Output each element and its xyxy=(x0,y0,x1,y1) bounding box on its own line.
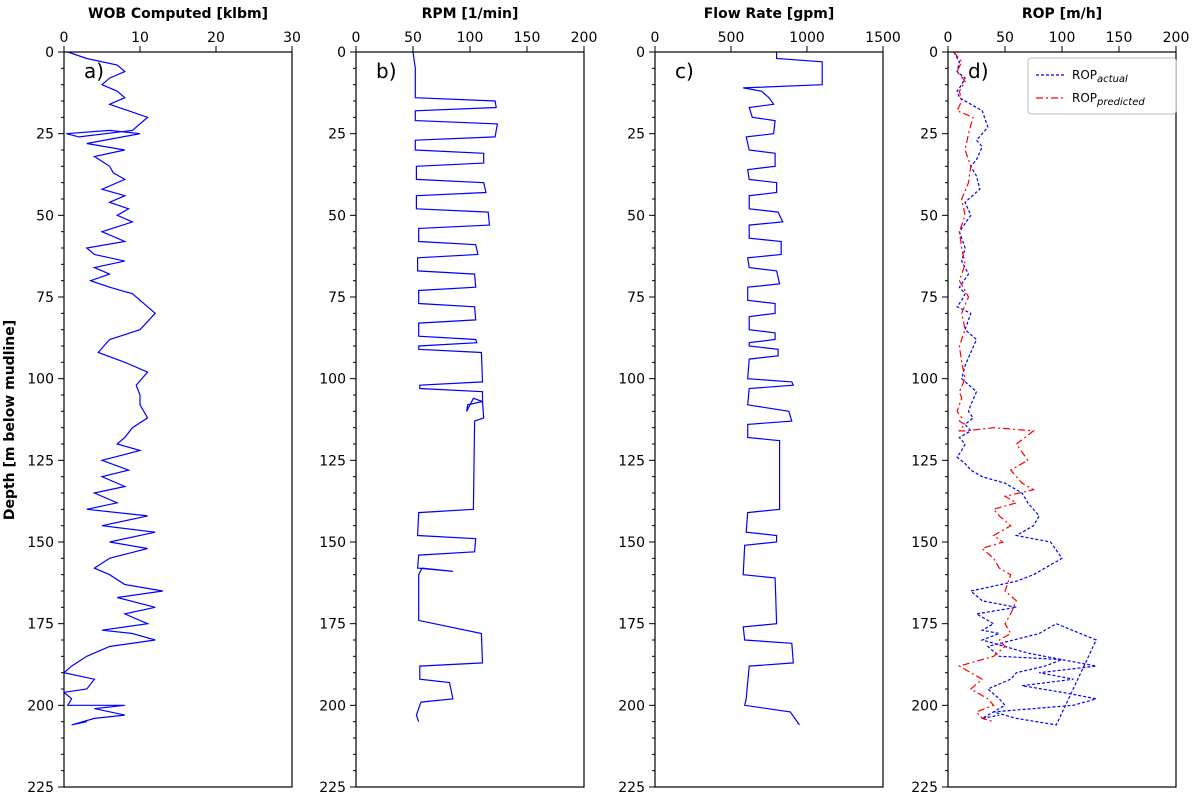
panel-letter: b) xyxy=(376,59,397,83)
panel-letter: c) xyxy=(675,59,694,83)
series-line xyxy=(742,52,823,726)
y-tick-label: 125 xyxy=(911,453,938,469)
chart-panel: WOB Computed [klbm] 0 10 20 30 0 25 50 75 100 125 1… xyxy=(27,6,301,795)
x-tick-label: 50 xyxy=(996,30,1014,46)
plot-frame xyxy=(355,51,585,788)
chart-panel: Flow Rate [gpm] 0 500 1000 1500 0 25 50 75 100 125… xyxy=(618,6,901,795)
y-tick-label: 50 xyxy=(627,208,645,224)
y-tick-label: 125 xyxy=(618,453,645,469)
legend: ROPactual ROPpredicted xyxy=(1027,57,1177,115)
series-line xyxy=(953,52,1036,723)
y-tick-label: 175 xyxy=(618,617,645,633)
chart-panel: ROP [m/h] 0 50 100 150 200 0 25 50 75 100 125 150 175… xyxy=(911,6,1189,795)
panel-letter: d) xyxy=(968,59,989,83)
y-tick-label: 175 xyxy=(911,617,938,633)
y-tick-label: 175 xyxy=(319,617,346,633)
x-tick-label: 200 xyxy=(1163,30,1190,46)
y-tick-label: 0 xyxy=(337,45,346,61)
series-line xyxy=(64,52,163,726)
legend-label: ROPpredicted xyxy=(1072,91,1145,108)
x-tick-label: 0 xyxy=(60,30,69,46)
x-tick-label: 0 xyxy=(651,30,660,46)
x-tick-label: 0 xyxy=(352,30,361,46)
y-tick-label: 75 xyxy=(36,290,54,306)
plot-frame xyxy=(654,51,884,788)
legend-box xyxy=(1027,57,1177,115)
y-tick-label: 100 xyxy=(618,372,645,388)
x-tick-label: 50 xyxy=(404,30,422,46)
y-tick-label: 25 xyxy=(36,127,54,143)
panel-title: ROP [m/h] xyxy=(1022,6,1102,22)
y-tick-label: 175 xyxy=(27,617,54,633)
y-tick-label: 50 xyxy=(36,208,54,224)
y-tick-label: 125 xyxy=(319,453,346,469)
x-tick-label: 150 xyxy=(514,30,541,46)
panel-title: RPM [1/min] xyxy=(422,6,519,22)
y-tick-label: 125 xyxy=(27,453,54,469)
y-tick-label: 225 xyxy=(911,780,938,795)
y-tick-label: 150 xyxy=(319,535,346,551)
y-tick-label: 0 xyxy=(45,45,54,61)
x-tick-label: 30 xyxy=(283,30,301,46)
y-tick-label: 150 xyxy=(911,535,938,551)
x-tick-label: 100 xyxy=(1049,30,1076,46)
y-tick-label: 100 xyxy=(27,372,54,388)
y-tick-label: 75 xyxy=(920,290,938,306)
y-tick-label: 0 xyxy=(929,45,938,61)
series-line xyxy=(412,52,499,722)
x-tick-label: 150 xyxy=(1106,30,1133,46)
panel-title: Flow Rate [gpm] xyxy=(704,6,835,22)
y-tick-label: 25 xyxy=(627,127,645,143)
y-axis-label: Depth [m below mudline] xyxy=(2,320,18,520)
y-tick-label: 200 xyxy=(27,698,54,714)
x-tick-label: 1500 xyxy=(865,30,901,46)
y-tick-label: 200 xyxy=(618,698,645,714)
x-tick-label: 0 xyxy=(944,30,953,46)
x-tick-label: 1000 xyxy=(789,30,825,46)
y-tick-label: 75 xyxy=(627,290,645,306)
y-tick-label: 200 xyxy=(319,698,346,714)
y-tick-label: 25 xyxy=(920,127,938,143)
panel-title: WOB Computed [klbm] xyxy=(88,6,268,22)
x-tick-label: 10 xyxy=(131,30,149,46)
y-tick-label: 150 xyxy=(27,535,54,551)
y-tick-label: 50 xyxy=(328,208,346,224)
plot-frame xyxy=(947,51,1177,788)
y-tick-label: 25 xyxy=(328,127,346,143)
y-tick-label: 100 xyxy=(319,372,346,388)
y-tick-label: 225 xyxy=(27,780,54,795)
y-tick-label: 100 xyxy=(911,372,938,388)
plot-frame xyxy=(63,51,293,788)
chart-panel: RPM [1/min] 0 50 100 150 200 0 25 50 75 100 125 150 1… xyxy=(319,6,597,795)
series-line xyxy=(953,52,1098,726)
x-tick-label: 20 xyxy=(207,30,225,46)
x-tick-label: 500 xyxy=(718,30,745,46)
y-tick-label: 150 xyxy=(618,535,645,551)
y-tick-label: 225 xyxy=(618,780,645,795)
x-tick-label: 100 xyxy=(457,30,484,46)
x-tick-label: 200 xyxy=(571,30,598,46)
y-tick-label: 0 xyxy=(636,45,645,61)
panel-letter: a) xyxy=(84,59,104,83)
y-tick-label: 50 xyxy=(920,208,938,224)
y-tick-label: 200 xyxy=(911,698,938,714)
panels: WOB Computed [klbm] 0 10 20 30 0 25 50 75 100 125 1… xyxy=(27,6,1189,795)
legend-label: ROPactual xyxy=(1072,68,1128,85)
y-tick-label: 75 xyxy=(328,290,346,306)
y-tick-label: 225 xyxy=(319,780,346,795)
